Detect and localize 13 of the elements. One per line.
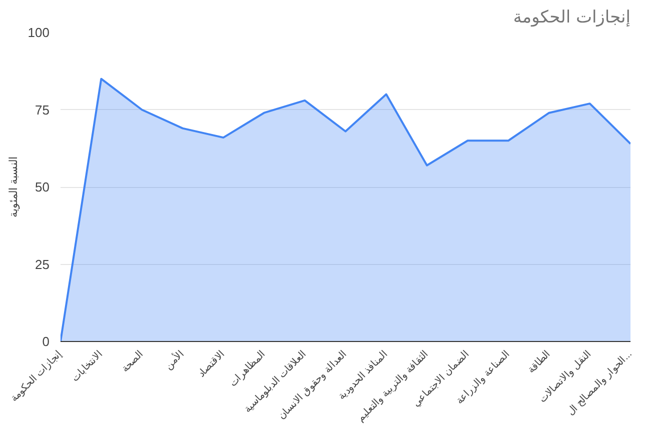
x-tick-label: الانتخابات <box>70 348 106 384</box>
x-tick-label: إنجازات الحكومة <box>8 348 64 404</box>
y-tick-label: 100 <box>28 25 50 40</box>
y-tick-label: 50 <box>35 180 50 194</box>
y-tick-label: 75 <box>35 102 50 118</box>
chart-title: إنجازات الحكومة <box>513 8 631 28</box>
y-tick-label: 25 <box>35 256 50 272</box>
y-axis-title: النسبة المئوية <box>8 156 20 218</box>
x-tick-label: الطاقة <box>526 348 553 376</box>
y-tick-label: 0 <box>42 334 50 349</box>
x-tick-label: الاقتصاد <box>196 348 228 380</box>
x-tick-label: الأمن <box>162 348 187 372</box>
x-tick-label: الصحة <box>120 348 146 375</box>
